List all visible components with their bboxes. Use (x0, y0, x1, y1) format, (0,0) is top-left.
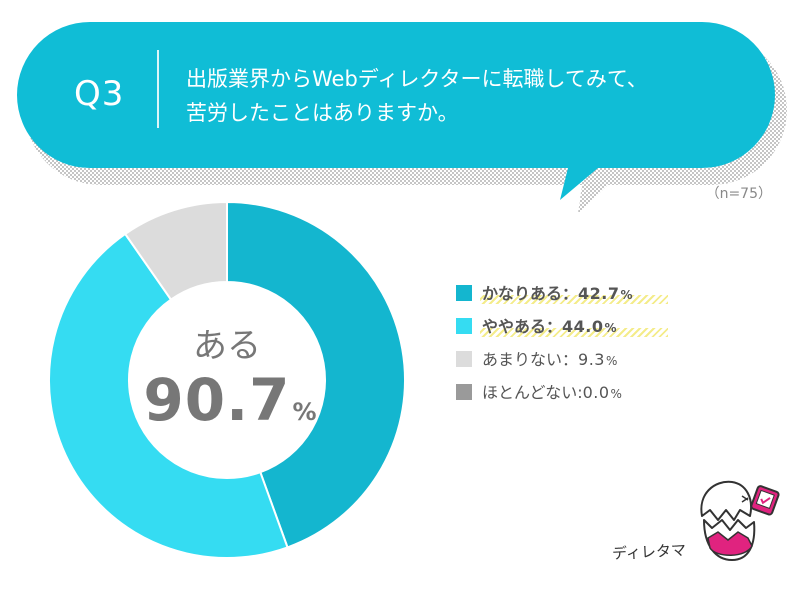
legend-value: 42.7 (578, 284, 620, 303)
legend-separator: ： (546, 317, 563, 336)
legend-label: ほとんどない (482, 383, 578, 402)
legend-item: ややある：44.0% (456, 311, 696, 344)
mascot-egg-illustration (700, 480, 780, 561)
question-bubble: Q3 出版業界からWebディレクターに転職してみて、 苦労したことはありますか。 (0, 0, 800, 220)
legend-highlight-marker (480, 328, 668, 337)
legend-item: あまりない：9.3% (456, 344, 696, 377)
donut-chart (48, 200, 406, 559)
legend-text: ほとんどない:0.0% (482, 379, 622, 403)
center-value: 90.7% (130, 366, 330, 434)
center-value-unit: % (292, 398, 317, 426)
question-divider (157, 50, 159, 128)
legend-value: 0.0 (582, 383, 610, 402)
legend-label: かなりある (482, 284, 563, 303)
center-label: ある (193, 326, 261, 366)
donut-slice-1 (226, 200, 406, 549)
legend-text: ややある：44.0% (482, 313, 617, 337)
legend-swatch (456, 351, 472, 367)
legend-unit: % (605, 354, 618, 368)
legend-highlight-marker (480, 295, 668, 304)
legend-separator: ： (562, 284, 579, 303)
question-text: 出版業界からWebディレクターに転職してみて、 苦労したことはありますか。 (186, 62, 746, 130)
legend-item: ほとんどない:0.0% (456, 377, 696, 410)
legend-separator: ： (562, 350, 579, 369)
legend-text: かなりある：42.7% (482, 280, 633, 304)
legend-unit: % (620, 288, 633, 302)
legend-unit: % (610, 387, 622, 401)
legend-swatch (456, 318, 472, 334)
legend-unit: % (604, 321, 617, 335)
donut-slice-3 (123, 200, 228, 301)
legend-separator: : (577, 383, 583, 402)
legend-swatch (456, 384, 472, 400)
center-value-number: 90.7 (143, 366, 291, 434)
mascot-name: ディレタマ (611, 541, 687, 563)
legend-text: あまりない：9.3% (482, 346, 617, 370)
question-text-line-2: 苦労したことはありますか。 (186, 101, 459, 125)
legend-label: ややある (482, 317, 547, 336)
chart-legend: かなりある：42.7% ややある：44.0% あまりない：9.3% ほとんどない:0.… (456, 278, 696, 410)
legend-value: 9.3 (578, 350, 605, 369)
legend-value: 44.0 (562, 317, 604, 336)
legend-swatch (456, 285, 472, 301)
question-text-line-1: 出版業界からWebディレクターに転職してみて、 (186, 67, 648, 91)
legend-label: あまりない (482, 350, 563, 369)
question-number: Q3 (74, 74, 125, 114)
sample-size: （n=75） (705, 186, 772, 202)
legend-item: かなりある：42.7% (456, 278, 696, 311)
bubble-body (17, 22, 775, 200)
donut-slice-2 (48, 232, 289, 559)
bubble-shape (17, 22, 787, 214)
